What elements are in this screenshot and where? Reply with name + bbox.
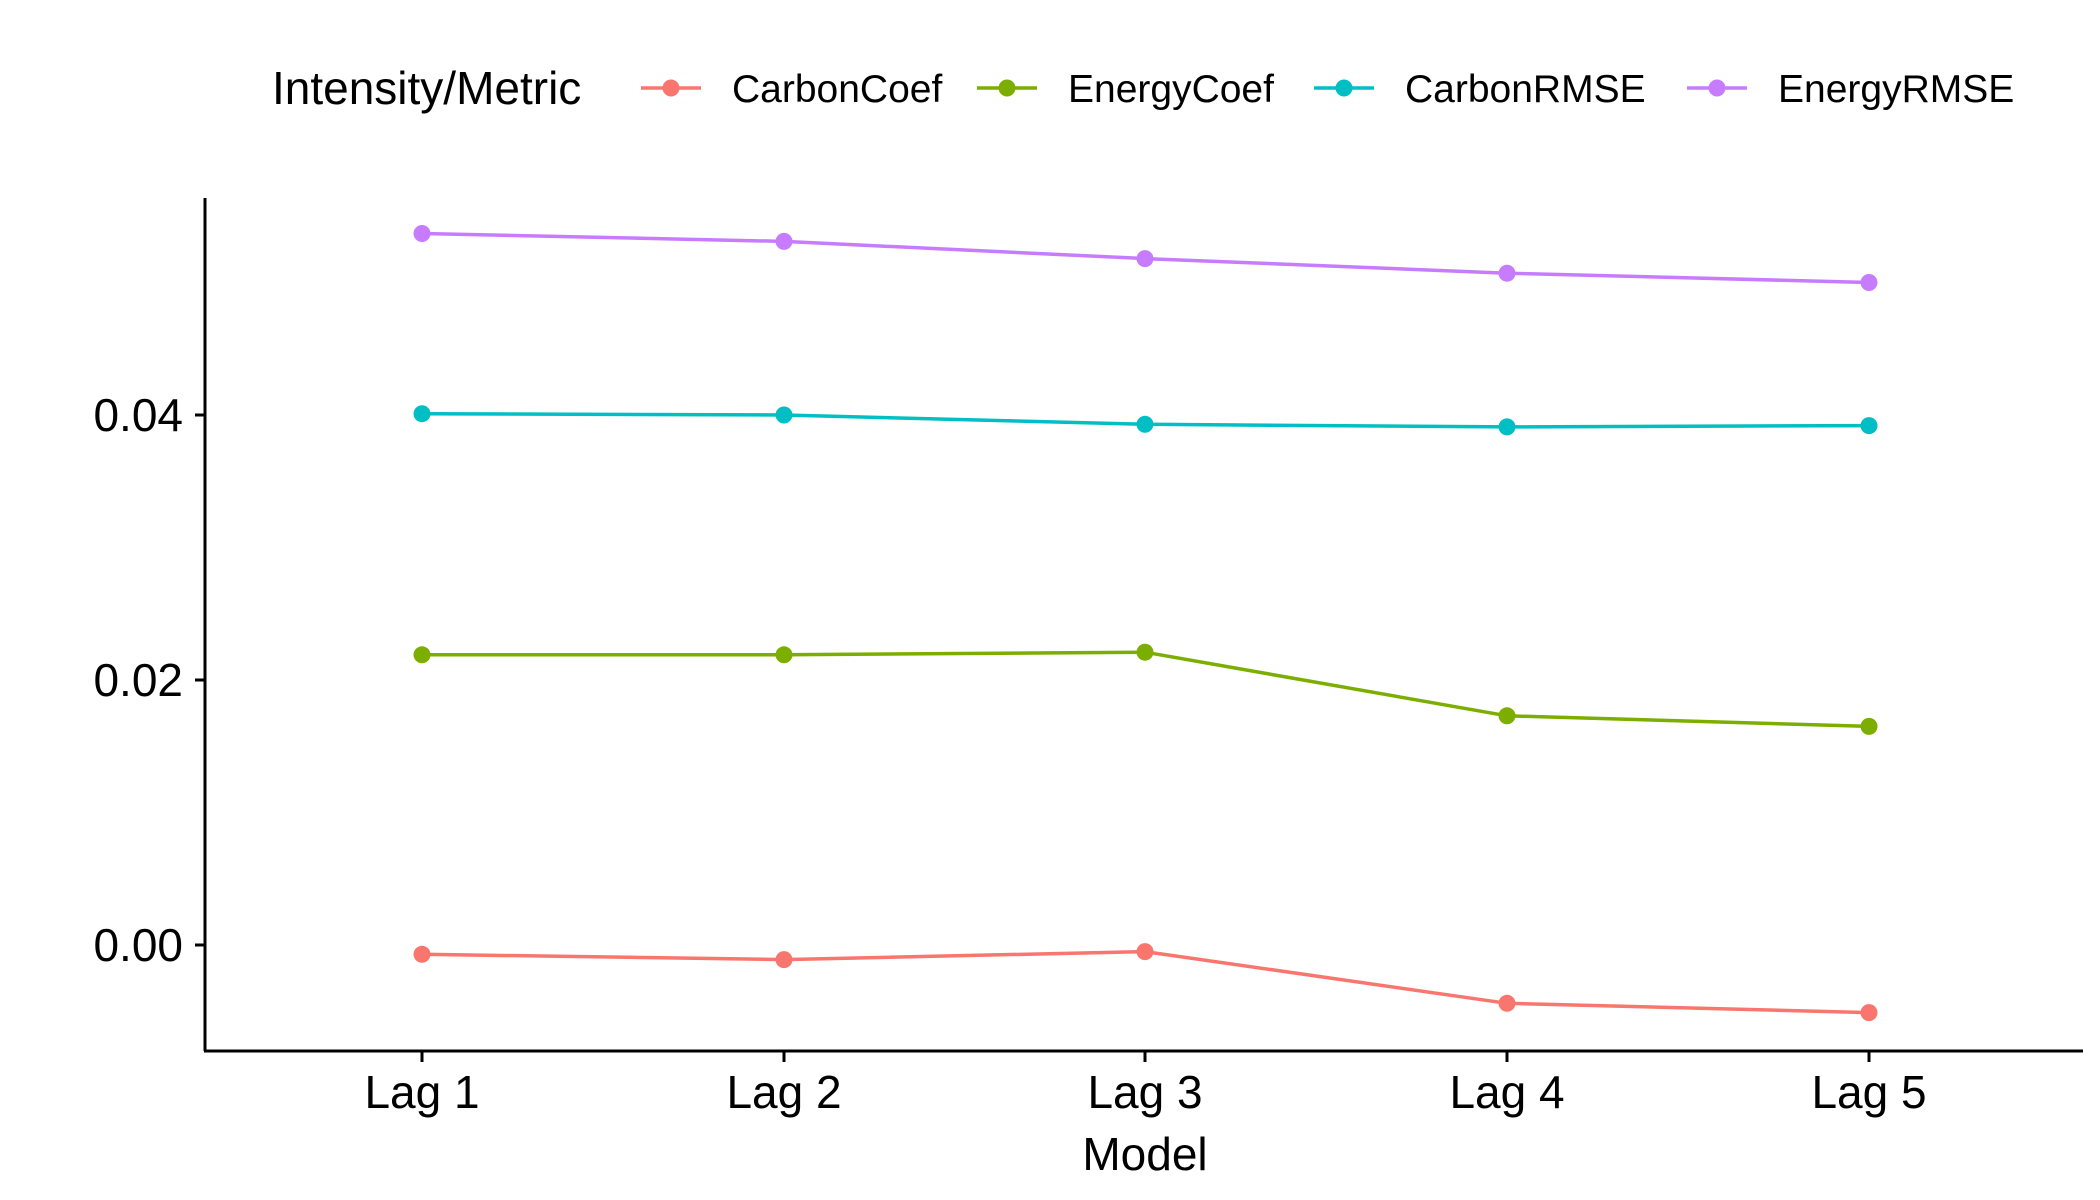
data-point <box>413 945 431 963</box>
data-point <box>775 646 793 664</box>
data-point <box>413 646 431 664</box>
series-carbonrmse <box>413 405 1878 436</box>
x-axis-title: Model <box>1082 1128 1207 1180</box>
data-point <box>1498 994 1516 1012</box>
legend-item-energycoef: EnergyCoef <box>977 68 1274 111</box>
data-point <box>1136 943 1154 961</box>
legend-title: Intensity/Metric <box>272 62 581 114</box>
legend-label: CarbonCoef <box>732 68 942 111</box>
data-point <box>1136 643 1154 661</box>
legend-items: CarbonCoef EnergyCoef CarbonRMSE EnergyRMSE <box>641 68 2014 111</box>
data-point <box>775 232 793 250</box>
x-tick-label: Lag 5 <box>1811 1066 1926 1118</box>
legend-item-carbonrmse: CarbonRMSE <box>1314 68 1646 111</box>
data-point <box>1498 264 1516 282</box>
legend-label: CarbonRMSE <box>1405 68 1646 111</box>
data-point <box>1860 717 1878 735</box>
x-tick-label: Lag 1 <box>364 1066 479 1118</box>
data-point <box>775 951 793 969</box>
legend-label: EnergyCoef <box>1068 68 1274 111</box>
x-tick-label: Lag 3 <box>1087 1066 1202 1118</box>
series-energyrmse <box>413 225 1878 291</box>
legend-item-energyrmse: EnergyRMSE <box>1687 68 2014 111</box>
y-tick-label: 0.04 <box>93 389 183 441</box>
x-tick-label: Lag 2 <box>726 1066 841 1118</box>
series-layer <box>413 225 1878 1022</box>
data-point <box>1498 418 1516 436</box>
legend-label: EnergyRMSE <box>1778 68 2014 111</box>
x-tick-label: Lag 4 <box>1449 1066 1564 1118</box>
data-point <box>1860 274 1878 291</box>
plot-area: 0.00 0.02 0.04 Lag 1 Lag 2 Lag 3 Lag 4 Lag 5 <box>93 198 2083 1118</box>
y-axis-ticks: 0.00 0.02 0.04 <box>93 389 205 971</box>
x-axis-ticks: Lag 1 Lag 2 Lag 3 Lag 4 Lag 5 <box>364 1051 1927 1118</box>
series-carboncoef <box>413 943 1878 1022</box>
series-line <box>421 949 1870 1015</box>
data-point <box>1136 415 1154 433</box>
legend: Intensity/Metric CarbonCoef EnergyCoef Car… <box>272 62 2014 114</box>
legend-key-point <box>1708 79 1726 97</box>
data-point <box>413 405 431 423</box>
data-point <box>775 406 793 424</box>
data-point <box>413 225 431 242</box>
data-point <box>1860 1004 1878 1022</box>
legend-item-carboncoef: CarbonCoef <box>641 68 942 111</box>
series-energycoef <box>413 643 1878 735</box>
series-line <box>422 650 1870 729</box>
legend-key-point <box>1335 79 1353 97</box>
data-point <box>1136 250 1154 268</box>
data-point <box>1860 417 1878 435</box>
y-tick-label: 0.02 <box>93 654 183 706</box>
data-point <box>1498 707 1516 725</box>
y-tick-label: 0.00 <box>93 919 183 971</box>
legend-key-point <box>998 79 1016 97</box>
legend-key-point <box>662 79 680 97</box>
